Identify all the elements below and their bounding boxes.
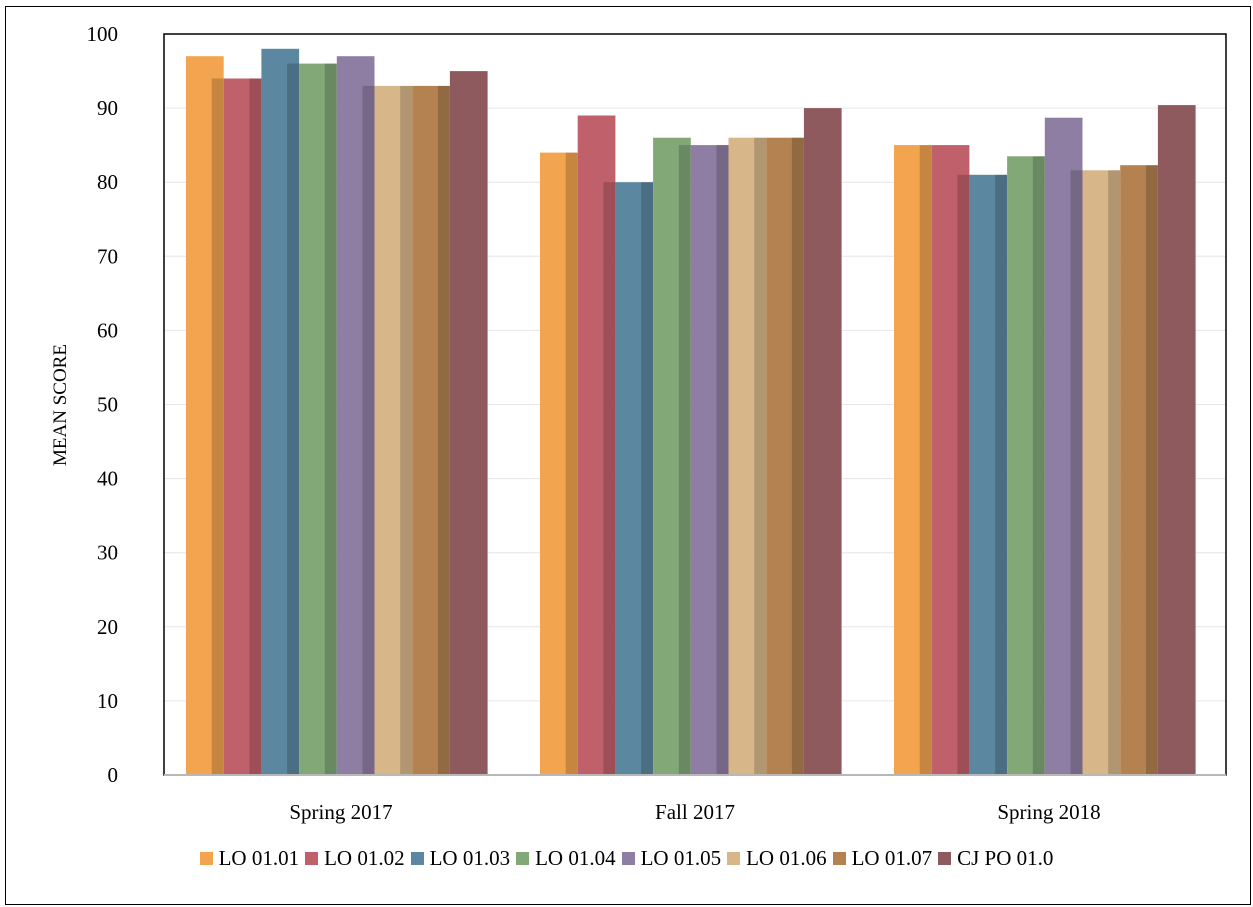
bar xyxy=(1120,165,1158,775)
bar xyxy=(540,152,578,776)
legend-label: LO 01.05 xyxy=(640,846,722,870)
legend-swatch xyxy=(938,852,952,865)
legend-swatch xyxy=(305,852,319,865)
bar-overlap-shade xyxy=(791,137,804,775)
bar-overlap-shade xyxy=(287,63,300,776)
bar-overlap-shade xyxy=(919,145,932,776)
legend-label: CJ PO 01.0 xyxy=(957,846,1054,870)
bar xyxy=(690,145,729,776)
y-tick-label: 100 xyxy=(87,22,119,46)
bar-overlap-shade xyxy=(324,63,337,776)
bar-overlap-shade xyxy=(1108,170,1121,776)
bar xyxy=(577,115,616,775)
legend-item: LO 01.05 xyxy=(621,846,722,871)
legend-label: LO 01.03 xyxy=(429,846,511,870)
y-tick-label: 60 xyxy=(97,318,118,342)
x-category-labels: Spring 2017 Fall 2017 Spring 2018 xyxy=(289,800,1100,824)
bar-overlap-shade xyxy=(1070,170,1083,776)
y-tick-label: 80 xyxy=(97,170,118,194)
legend-item: LO 01.01 xyxy=(199,846,300,871)
bar xyxy=(766,137,804,775)
x-category-label: Spring 2018 xyxy=(997,800,1100,824)
y-tick-label: 10 xyxy=(97,689,118,713)
bar-overlap-shade xyxy=(678,145,691,776)
bar-overlap-shade xyxy=(716,145,729,776)
legend-swatch xyxy=(516,852,530,865)
bar xyxy=(803,108,842,776)
legend-item: LO 01.06 xyxy=(727,846,827,871)
bar-overlap-shade xyxy=(1145,165,1158,775)
bar xyxy=(894,145,932,776)
bar xyxy=(1082,170,1121,776)
bar xyxy=(969,174,1008,776)
bar xyxy=(186,56,224,775)
bar-overlap-shade xyxy=(437,85,450,775)
bar xyxy=(931,145,970,776)
y-axis-label: MEAN SCORE xyxy=(50,344,71,466)
bar-overlap-shade xyxy=(641,182,654,775)
legend: LO 01.01 LO 01.02 LO 01.03 LO 01.04 LO 01.05… xyxy=(0,846,1253,871)
bars xyxy=(186,48,1196,776)
y-tick-labels: 0 10 20 30 40 50 60 70 80 90 100 xyxy=(87,22,119,787)
bar-overlap-shade xyxy=(603,182,616,775)
bar xyxy=(615,182,654,775)
bar xyxy=(449,71,488,776)
bar-overlap-shade xyxy=(249,78,262,775)
y-tick-label: 90 xyxy=(97,96,118,120)
y-tick-label: 20 xyxy=(97,615,118,639)
legend-item: LO 01.07 xyxy=(832,846,933,871)
y-tick-label: 30 xyxy=(97,541,118,565)
bar xyxy=(653,137,691,775)
bar xyxy=(261,48,300,776)
legend-item: CJ PO 01.0 xyxy=(938,846,1053,871)
bar xyxy=(299,63,337,776)
y-tick-label: 50 xyxy=(97,393,118,417)
y-tick-label: 40 xyxy=(97,467,118,491)
bar-overlap-shade xyxy=(565,152,578,776)
bar xyxy=(336,56,375,775)
legend-label: LO 01.06 xyxy=(746,846,827,870)
legend-swatch xyxy=(410,852,424,865)
bar-overlap-shade xyxy=(995,174,1008,776)
bar xyxy=(412,85,450,775)
x-category-label: Fall 2017 xyxy=(655,800,735,824)
bar xyxy=(223,78,262,775)
y-tick-label: 0 xyxy=(108,763,119,787)
bar-overlap-shade xyxy=(211,78,224,775)
bar xyxy=(374,85,413,775)
legend-label: LO 01.02 xyxy=(324,846,405,870)
legend-label: LO 01.01 xyxy=(218,846,300,870)
legend-label: LO 01.04 xyxy=(535,846,616,870)
legend-swatch xyxy=(621,852,635,865)
legend-item: LO 01.02 xyxy=(305,846,405,871)
bar xyxy=(728,137,767,775)
bar-overlap-shade xyxy=(1032,156,1045,776)
bar xyxy=(1157,105,1196,776)
y-tick-label: 70 xyxy=(97,244,118,268)
bar-overlap-shade xyxy=(400,85,413,775)
legend-swatch xyxy=(727,852,741,865)
legend-item: LO 01.04 xyxy=(516,846,616,871)
legend-label: LO 01.07 xyxy=(851,846,933,870)
bar xyxy=(1007,156,1045,776)
bar-overlap-shade xyxy=(362,85,375,775)
bar-overlap-shade xyxy=(754,137,767,775)
legend-item: LO 01.03 xyxy=(410,846,511,871)
legend-swatch xyxy=(832,852,846,865)
bar xyxy=(1044,117,1083,775)
bar-overlap-shade xyxy=(957,174,970,776)
x-category-label: Spring 2017 xyxy=(289,800,392,824)
legend-swatch xyxy=(199,852,213,865)
